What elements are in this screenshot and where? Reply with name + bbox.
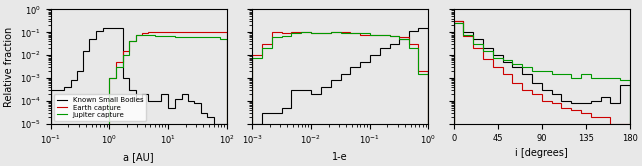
Y-axis label: Relative fraction: Relative fraction [4,27,14,107]
X-axis label: 1-e: 1-e [333,152,348,162]
X-axis label: a [AU]: a [AU] [123,152,154,162]
X-axis label: i [degrees]: i [degrees] [516,148,568,158]
Legend: Known Small Bodies, Earth capture, Jupiter capture: Known Small Bodies, Earth capture, Jupit… [54,94,146,121]
